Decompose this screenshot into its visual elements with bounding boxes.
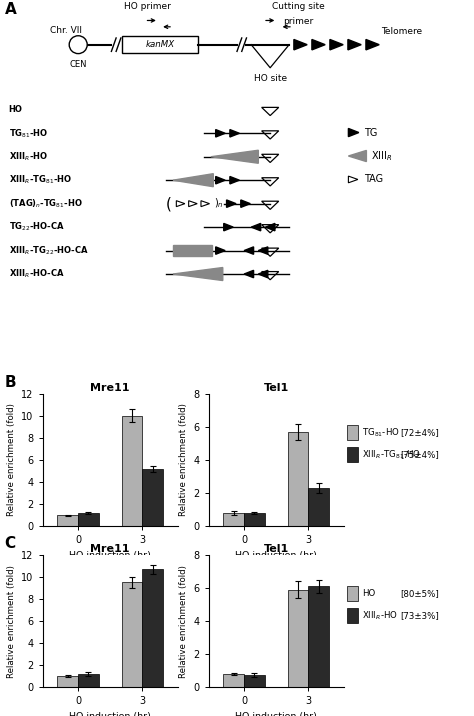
Title: Mre11: Mre11 (91, 383, 130, 393)
Polygon shape (366, 39, 379, 50)
Polygon shape (348, 39, 361, 50)
Polygon shape (241, 200, 250, 208)
Polygon shape (244, 271, 254, 278)
FancyBboxPatch shape (122, 37, 198, 53)
Bar (347, 608, 358, 623)
Text: [80±5%]: [80±5%] (401, 589, 439, 599)
Text: XIII$_R$-HO-CA: XIII$_R$-HO-CA (9, 268, 64, 280)
Text: HO: HO (362, 589, 375, 599)
Bar (122, 416, 142, 526)
Text: Chr. VII: Chr. VII (50, 26, 82, 35)
Polygon shape (216, 247, 225, 254)
Polygon shape (251, 223, 261, 231)
Text: Telomere: Telomere (382, 27, 423, 37)
Polygon shape (173, 268, 223, 281)
Polygon shape (216, 130, 225, 137)
Polygon shape (258, 247, 268, 254)
Polygon shape (230, 130, 239, 137)
Text: TG$_{81}$-HO: TG$_{81}$-HO (9, 127, 48, 140)
Text: A: A (5, 2, 17, 17)
X-axis label: HO induction (hr): HO induction (hr) (69, 712, 151, 716)
Bar (78, 674, 99, 687)
Text: XIII$_R$-TG$_{81}$-HO: XIII$_R$-TG$_{81}$-HO (362, 448, 420, 460)
Polygon shape (294, 39, 307, 50)
Text: HO site: HO site (254, 74, 287, 83)
Bar (122, 583, 142, 687)
Text: TAG: TAG (364, 175, 383, 185)
Polygon shape (330, 39, 343, 50)
Polygon shape (211, 150, 258, 163)
Polygon shape (227, 200, 236, 208)
Text: B: B (5, 375, 17, 390)
Polygon shape (244, 247, 254, 254)
Bar (223, 674, 244, 687)
Text: )$_n$: )$_n$ (214, 196, 224, 210)
Text: TG$_{22}$-HO-CA: TG$_{22}$-HO-CA (9, 221, 64, 233)
Text: Cutting site: Cutting site (272, 2, 325, 11)
X-axis label: HO induction (hr): HO induction (hr) (235, 712, 317, 716)
Title: Tel1: Tel1 (264, 544, 289, 554)
Polygon shape (224, 223, 233, 231)
Polygon shape (258, 271, 268, 278)
Title: Mre11: Mre11 (91, 544, 130, 554)
Bar (347, 447, 358, 462)
X-axis label: HO induction (hr): HO induction (hr) (235, 551, 317, 560)
Text: XIII$_R$-TG$_{22}$-HO-CA: XIII$_R$-TG$_{22}$-HO-CA (9, 244, 88, 257)
Text: XIII$_R$: XIII$_R$ (371, 149, 392, 163)
Polygon shape (312, 39, 325, 50)
Ellipse shape (69, 36, 87, 54)
Polygon shape (348, 150, 366, 162)
Bar (308, 586, 329, 687)
Text: XIII$_R$-TG$_{81}$-HO: XIII$_R$-TG$_{81}$-HO (9, 174, 72, 186)
X-axis label: HO induction (hr): HO induction (hr) (69, 551, 151, 560)
Text: XIII$_R$-HO: XIII$_R$-HO (362, 609, 398, 621)
Bar (288, 432, 308, 526)
Text: TG: TG (364, 127, 377, 137)
Polygon shape (216, 176, 225, 184)
Polygon shape (230, 176, 239, 184)
Y-axis label: Relative enrichment (fold): Relative enrichment (fold) (7, 565, 16, 677)
Bar (308, 488, 329, 526)
Text: (TAG)$_n$-TG$_{81}$-HO: (TAG)$_n$-TG$_{81}$-HO (9, 198, 82, 210)
Bar (57, 677, 78, 687)
Bar (223, 513, 244, 526)
Polygon shape (265, 223, 275, 231)
Y-axis label: Relative enrichment (fold): Relative enrichment (fold) (179, 404, 188, 516)
Bar (347, 586, 358, 601)
Text: C: C (5, 536, 16, 551)
Polygon shape (348, 128, 359, 137)
Bar (173, 246, 212, 256)
Bar (78, 513, 99, 526)
Text: HO: HO (9, 105, 22, 115)
Bar (142, 469, 163, 526)
Y-axis label: Relative enrichment (fold): Relative enrichment (fold) (7, 404, 16, 516)
Text: [72±4%]: [72±4%] (401, 428, 439, 437)
Bar (347, 425, 358, 440)
Bar (57, 516, 78, 526)
Text: [73±3%]: [73±3%] (401, 611, 439, 620)
Text: XIII$_R$-HO: XIII$_R$-HO (9, 150, 48, 163)
Text: CEN: CEN (70, 60, 87, 69)
Bar (244, 675, 264, 687)
Bar (244, 513, 264, 526)
Polygon shape (173, 174, 213, 187)
Y-axis label: Relative enrichment (fold): Relative enrichment (fold) (179, 565, 188, 677)
Text: TG$_{81}$-HO: TG$_{81}$-HO (362, 427, 400, 439)
Text: (: ( (165, 196, 171, 211)
Text: kanMX: kanMX (146, 40, 175, 49)
Bar (288, 590, 308, 687)
Bar (142, 569, 163, 687)
Text: [75±4%]: [75±4%] (401, 450, 439, 459)
Text: primer: primer (283, 16, 314, 26)
Title: Tel1: Tel1 (264, 383, 289, 393)
Text: HO primer: HO primer (124, 2, 170, 11)
